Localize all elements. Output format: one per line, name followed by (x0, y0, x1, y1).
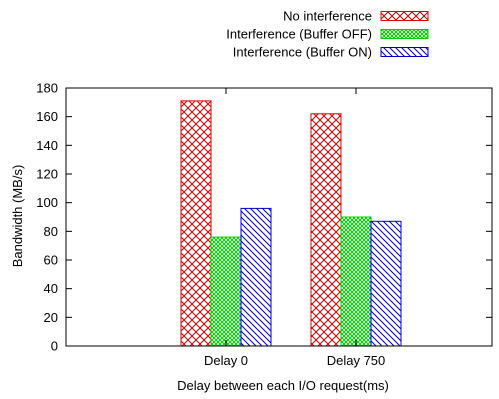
legend-swatch (380, 11, 429, 21)
bar-1-2 (310, 113, 342, 347)
y-tick-label: 180 (36, 81, 58, 96)
x-axis-label: Delay between each I/O request(ms) (177, 378, 389, 393)
y-tick-label: 20 (44, 310, 58, 325)
bar-2-1 (210, 236, 242, 347)
legend-label: No interference (283, 9, 372, 24)
y-tick-label: 120 (36, 167, 58, 182)
y-tick-label: 40 (44, 281, 58, 296)
x-tick-label: Delay 0 (204, 353, 248, 368)
legend: No interference Interference (Buffer OFF)… (226, 9, 429, 60)
legend-label: Interference (Buffer OFF) (226, 27, 372, 42)
legend-swatch (380, 29, 429, 39)
x-tick-label: Delay 750 (327, 353, 386, 368)
legend-label: Interference (Buffer ON) (233, 45, 372, 60)
bar-1-1 (180, 100, 212, 347)
y-axis-label: Bandwidth (MB/s) (10, 165, 25, 268)
legend-swatch (380, 47, 429, 57)
y-tick-label: 60 (44, 253, 58, 268)
y-tick-label: 140 (36, 138, 58, 153)
plot-frame (65, 87, 493, 347)
y-tick-label: 160 (36, 109, 58, 124)
bar-3-2 (370, 220, 402, 347)
y-tick-label: 0 (51, 339, 58, 354)
bar-2-2 (340, 216, 372, 347)
bar-3-1 (240, 207, 272, 347)
axes: 0 20 40 60 80 100 120 140 160 180 Delay 0 Delay 750 (36, 81, 493, 368)
y-tick-label: 80 (44, 224, 58, 239)
bars (180, 100, 402, 347)
y-tick-label: 100 (36, 195, 58, 210)
